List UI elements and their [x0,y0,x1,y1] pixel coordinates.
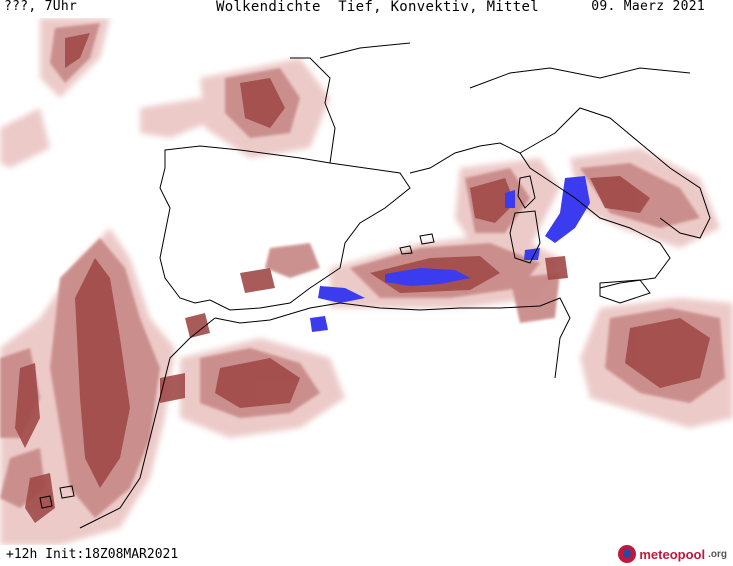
map-title: Wolkendichte Tief, Konvektiv, Mittel [216,0,539,15]
convective-cells [310,176,590,332]
weather-map [0,18,733,545]
valid-date-label: 09. Maerz 2021 [591,0,705,14]
meteopool-logo-icon [618,545,637,563]
meteopool-logo[interactable]: meteopool .org [618,544,727,564]
coastlines [39,42,711,529]
map-canvas [0,18,733,545]
forecast-init-label: +12h Init:18Z08MAR2021 [6,547,179,562]
valid-time-label: ???, 7Uhr [4,0,78,14]
logo-tld-text: .org [708,548,727,560]
cloud-layer-dense [15,33,710,523]
logo-brand-text: meteopool [639,546,706,562]
